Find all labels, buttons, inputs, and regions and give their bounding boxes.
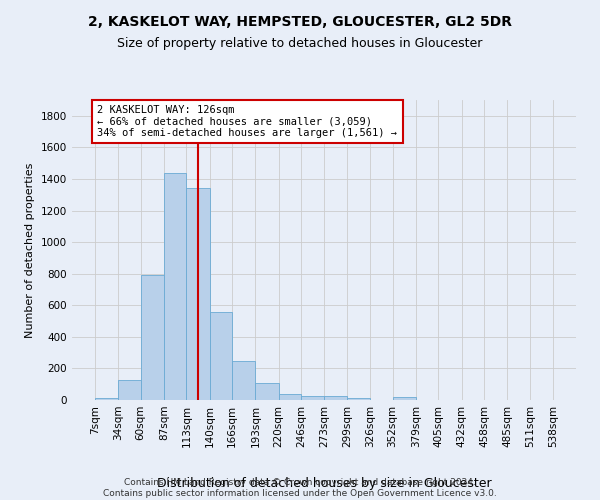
Text: Contains HM Land Registry data © Crown copyright and database right 2024.
Contai: Contains HM Land Registry data © Crown c… bbox=[103, 478, 497, 498]
Text: 2, KASKELOT WAY, HEMPSTED, GLOUCESTER, GL2 5DR: 2, KASKELOT WAY, HEMPSTED, GLOUCESTER, G… bbox=[88, 15, 512, 29]
Text: Size of property relative to detached houses in Gloucester: Size of property relative to detached ho… bbox=[118, 38, 482, 51]
Bar bbox=[301, 396, 325, 400]
Bar bbox=[232, 361, 256, 400]
Bar bbox=[278, 394, 301, 400]
Bar bbox=[325, 396, 347, 400]
Bar bbox=[95, 398, 118, 400]
Bar bbox=[187, 188, 209, 400]
Bar bbox=[118, 380, 140, 400]
Text: Distribution of detached houses by size in Gloucester: Distribution of detached houses by size … bbox=[157, 477, 491, 490]
Bar bbox=[164, 172, 187, 400]
Bar bbox=[392, 397, 416, 400]
Bar bbox=[140, 276, 164, 400]
Y-axis label: Number of detached properties: Number of detached properties bbox=[25, 162, 35, 338]
Bar bbox=[209, 312, 232, 400]
Bar bbox=[256, 383, 278, 400]
Bar bbox=[347, 398, 370, 400]
Text: 2 KASKELOT WAY: 126sqm
← 66% of detached houses are smaller (3,059)
34% of semi-: 2 KASKELOT WAY: 126sqm ← 66% of detached… bbox=[97, 104, 397, 138]
